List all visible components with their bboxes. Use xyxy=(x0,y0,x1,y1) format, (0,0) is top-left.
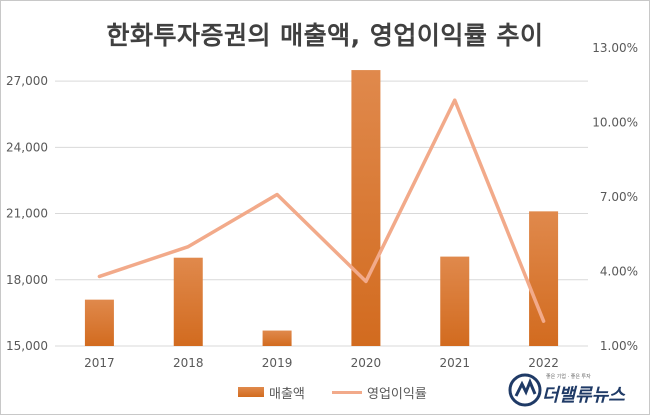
line-series xyxy=(97,98,546,323)
legend-line-label: 영업이익률 xyxy=(367,386,427,402)
bar xyxy=(84,299,114,346)
legend-bar-label: 매출액 xyxy=(269,386,305,402)
bar xyxy=(351,70,381,347)
line-point xyxy=(453,98,457,102)
right-tick-label: 13.00% xyxy=(592,41,638,55)
bar xyxy=(262,330,292,346)
line-point xyxy=(275,193,279,197)
right-tick-label: 10.00% xyxy=(592,116,638,130)
x-tick-label: 2022 xyxy=(528,356,559,370)
right-tick-label: 4.00% xyxy=(600,265,638,279)
line-point xyxy=(97,274,101,278)
line-path xyxy=(97,98,546,323)
line-point xyxy=(186,245,190,249)
x-tick-label: 2017 xyxy=(84,356,115,370)
line-point xyxy=(364,279,368,283)
legend-bar-entry: 매출액 xyxy=(238,383,305,402)
x-tick-label: 2018 xyxy=(173,356,204,370)
legend-line-swatch xyxy=(332,390,362,394)
gridlines xyxy=(55,80,588,347)
right-tick-label: 7.00% xyxy=(600,190,638,204)
bar xyxy=(440,256,470,346)
watermark-tagline: 좋은 기업 · 좋은 투자 xyxy=(546,374,591,380)
axes: 15,000 18,000 21,000 24,000 27,000 1.00% 4.00%… xyxy=(6,41,638,370)
legend-bar-swatch xyxy=(238,387,264,397)
left-tick-label: 24,000 xyxy=(6,140,48,154)
watermark-name: 더밸류뉴스 xyxy=(542,385,625,406)
right-tick-label: 1.00% xyxy=(600,339,638,353)
line-point xyxy=(542,319,546,323)
logo-mark-icon xyxy=(508,373,542,407)
watermark-logo: 좋은 기업 · 좋은 투자 더밸류뉴스 xyxy=(508,372,638,408)
bar-series xyxy=(84,70,559,347)
x-tick-label: 2020 xyxy=(351,356,382,370)
bar xyxy=(529,211,559,346)
left-tick-label: 18,000 xyxy=(6,273,48,287)
legend-line-entry: 영업이익률 xyxy=(332,383,427,402)
left-tick-label: 27,000 xyxy=(6,74,48,88)
left-tick-label: 15,000 xyxy=(6,339,48,353)
left-tick-label: 21,000 xyxy=(6,207,48,221)
x-tick-label: 2019 xyxy=(262,356,293,370)
bar xyxy=(173,257,203,346)
chart-title: 한화투자증권의 매출액, 영업이익률 추이 xyxy=(106,21,544,50)
x-tick-label: 2021 xyxy=(439,356,470,370)
